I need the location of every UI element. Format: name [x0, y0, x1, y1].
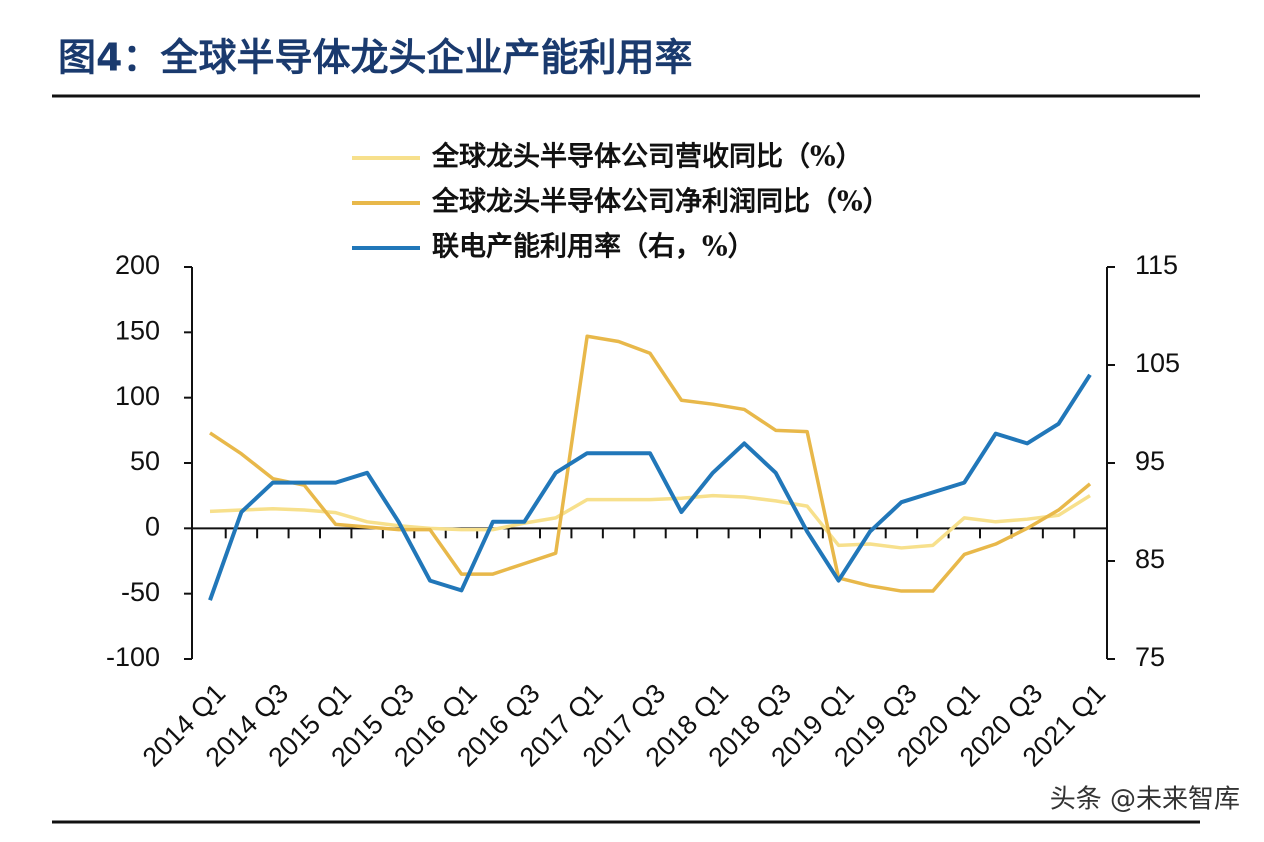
- y-tick-label: 150: [115, 315, 160, 345]
- y-tick-label: 200: [115, 250, 160, 280]
- y2-tick-label: 75: [1135, 642, 1165, 672]
- y2-tick-label: 95: [1135, 446, 1165, 476]
- y-tick-label: -100: [106, 642, 160, 672]
- y-tick-label: 100: [115, 381, 160, 411]
- y2-tick-label: 85: [1135, 544, 1165, 574]
- series-line: [209, 334, 1092, 593]
- legend-label: 联电产能利用率（右，%）: [432, 231, 755, 263]
- y2-tick-label: 115: [1135, 250, 1178, 280]
- y-tick-label: 50: [130, 446, 160, 476]
- y-tick-label: 0: [145, 511, 160, 541]
- legend-label: 全球龙头半导体公司营收同比（%）: [431, 141, 863, 173]
- legend-label: 全球龙头半导体公司净利润同比（%）: [431, 186, 890, 218]
- y2-tick-label: 105: [1135, 348, 1180, 378]
- series-line: [208, 373, 1092, 601]
- watermark: 头条 @未来智库: [1050, 785, 1240, 815]
- series-line: [209, 493, 1091, 550]
- chart-title: 图4：全球半导体龙头企业产能利用率: [58, 36, 692, 80]
- y-tick-label: -50: [121, 577, 160, 607]
